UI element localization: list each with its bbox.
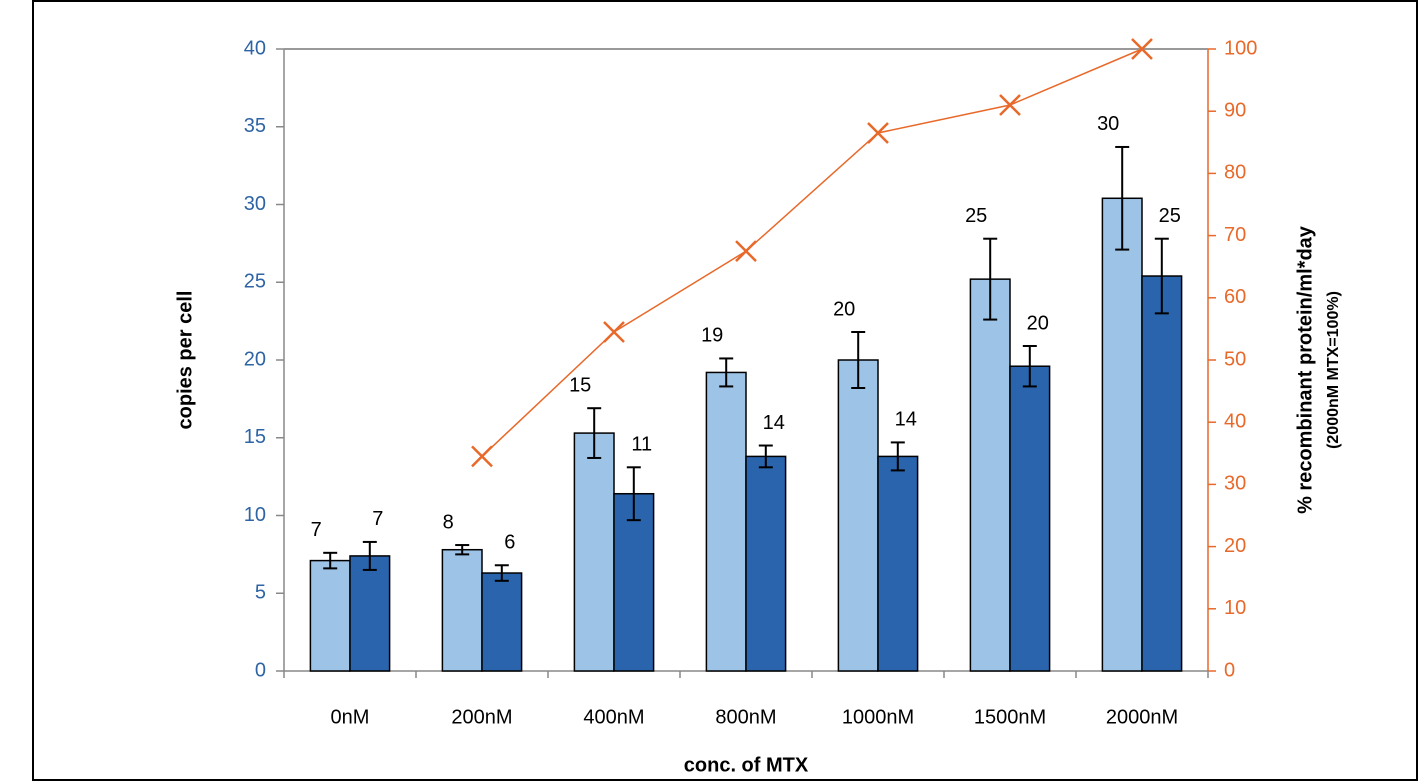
y2-axis-subtitle: (2000nM MTX=100%) [1325, 291, 1342, 449]
data-label: 14 [763, 412, 785, 434]
frame [32, 0, 1418, 781]
x-tick-label: 400nM [583, 706, 644, 728]
y2-tick-label: 10 [1224, 597, 1246, 619]
y2-tick-label: 50 [1224, 348, 1246, 370]
data-label: 20 [833, 298, 855, 320]
data-label: 15 [569, 374, 591, 396]
x-axis-title: conc. of MTX [684, 754, 809, 776]
data-label: 19 [701, 325, 723, 347]
bar [573, 432, 615, 672]
x-tick-label: 2000nM [1106, 706, 1178, 728]
bar [349, 555, 391, 672]
y-tick-label: 10 [244, 504, 266, 526]
y2-tick-label: 100 [1224, 37, 1257, 59]
data-label: 25 [965, 205, 987, 227]
data-label: 8 [443, 511, 454, 533]
y2-tick-label: 80 [1224, 162, 1246, 184]
data-label: 14 [895, 409, 917, 431]
y-tick-label: 0 [255, 659, 266, 681]
bar [309, 559, 351, 672]
bar [745, 455, 787, 672]
bar [877, 455, 919, 672]
bar [1101, 197, 1143, 672]
y-tick-label: 5 [255, 582, 266, 604]
y2-tick-label: 40 [1224, 410, 1246, 432]
y2-tick-label: 0 [1224, 659, 1235, 681]
marker [1131, 38, 1153, 60]
bar [705, 371, 747, 672]
y2-axis-title: % recombinant protein/ml*day [1294, 225, 1316, 514]
y2-tick-label: 90 [1224, 99, 1246, 121]
y-tick-label: 25 [244, 271, 266, 293]
data-label: 11 [631, 434, 652, 456]
x-tick-label: 1500nM [974, 706, 1046, 728]
x-tick-label: 200nM [451, 706, 512, 728]
data-label: 30 [1097, 113, 1119, 135]
y-tick-label: 30 [244, 193, 266, 215]
marker [603, 321, 625, 343]
x-tick-label: 0nM [331, 706, 370, 728]
y-tick-label: 40 [244, 37, 266, 59]
y2-tick-label: 20 [1224, 535, 1246, 557]
bar [1141, 275, 1183, 672]
marker [471, 445, 493, 468]
bar [481, 572, 523, 672]
y-axis-title: copies per cell [174, 291, 196, 430]
y-tick-label: 35 [244, 115, 266, 137]
data-label: 25 [1159, 205, 1181, 227]
marker [867, 122, 889, 144]
bar [1009, 365, 1051, 672]
marker [735, 240, 757, 263]
bar [969, 278, 1011, 672]
bar [441, 548, 483, 672]
y-tick-label: 20 [244, 348, 266, 370]
data-label: 7 [311, 519, 322, 541]
data-label: 6 [504, 532, 515, 554]
marker [999, 94, 1021, 116]
y2-tick-label: 70 [1224, 224, 1246, 246]
x-tick-label: 1000nM [842, 706, 914, 728]
data-label: 7 [372, 508, 383, 530]
x-tick-label: 800nM [715, 706, 776, 728]
data-label: 20 [1027, 312, 1049, 334]
y2-tick-label: 60 [1224, 286, 1246, 308]
y2-tick-label: 30 [1224, 473, 1246, 495]
bar [837, 359, 879, 672]
line [481, 48, 1143, 457]
y-tick-label: 15 [244, 426, 266, 448]
